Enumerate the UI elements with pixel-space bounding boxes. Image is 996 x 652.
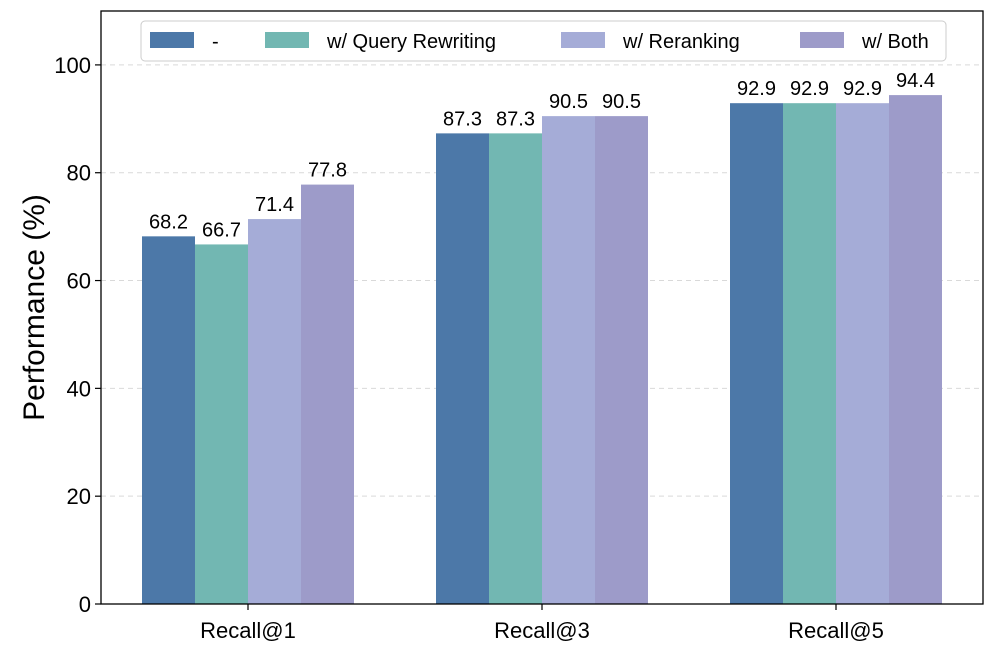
legend-item: w/ Query Rewriting <box>265 31 496 53</box>
bar-value-label: 94.4 <box>896 70 935 92</box>
bar <box>542 116 595 604</box>
x-tick-label: Recall@1 <box>200 618 296 643</box>
legend-item: w/ Reranking <box>561 31 740 53</box>
legend-label: - <box>212 31 219 53</box>
y-axis-title: Performance (%) <box>18 194 51 421</box>
legend-label: w/ Both <box>861 31 929 53</box>
legend-swatch <box>265 32 309 48</box>
x-axis-ticks: Recall@1 Recall@3 Recall@5 <box>200 604 884 643</box>
legend-item: w/ Both <box>800 31 929 53</box>
bar-value-labels: 68.2 66.7 71.4 77.8 87.3 87.3 90.5 90.5 92.9 92.9… <box>149 70 935 241</box>
y-tick-label: 60 <box>67 269 91 294</box>
y-tick-label: 20 <box>67 484 91 509</box>
bar <box>836 103 889 605</box>
legend-item: - <box>150 31 219 53</box>
bar <box>489 133 542 604</box>
bar-value-label: 87.3 <box>496 108 535 130</box>
y-tick-label: 100 <box>54 53 91 78</box>
y-tick-label: 0 <box>79 592 91 617</box>
bar-value-label: 92.9 <box>790 78 829 100</box>
bar <box>730 103 783 605</box>
bar-value-label: 92.9 <box>737 78 776 100</box>
bars <box>142 95 942 605</box>
y-axis-ticks: 0 20 40 60 80 100 <box>54 53 101 617</box>
bar-value-label: 68.2 <box>149 211 188 233</box>
x-tick-label: Recall@3 <box>494 618 590 643</box>
bar-value-label: 71.4 <box>255 194 294 216</box>
legend-label: w/ Reranking <box>622 31 740 53</box>
bar <box>595 116 648 604</box>
bar <box>436 133 489 604</box>
bar-value-label: 90.5 <box>602 91 641 113</box>
legend-swatch <box>150 32 194 48</box>
legend-box <box>140 20 947 62</box>
legend-swatch <box>800 32 844 48</box>
y-tick-label: 80 <box>67 161 91 186</box>
legend-swatch <box>561 32 605 48</box>
y-tick-label: 40 <box>67 376 91 401</box>
x-tick-label: Recall@5 <box>788 618 884 643</box>
bar-value-label: 66.7 <box>202 219 241 241</box>
bar-value-label: 77.8 <box>308 160 347 182</box>
bar <box>783 103 836 605</box>
bar-value-label: 87.3 <box>443 108 482 130</box>
bar <box>142 236 195 604</box>
bar <box>248 219 301 604</box>
legend: - w/ Query Rewriting w/ Reranking w/ Both <box>140 20 947 62</box>
bar <box>889 95 942 605</box>
bar-value-label: 90.5 <box>549 91 588 113</box>
bar <box>301 184 354 604</box>
bar <box>195 244 248 604</box>
legend-label: w/ Query Rewriting <box>326 31 496 53</box>
bar-value-label: 92.9 <box>843 78 882 100</box>
